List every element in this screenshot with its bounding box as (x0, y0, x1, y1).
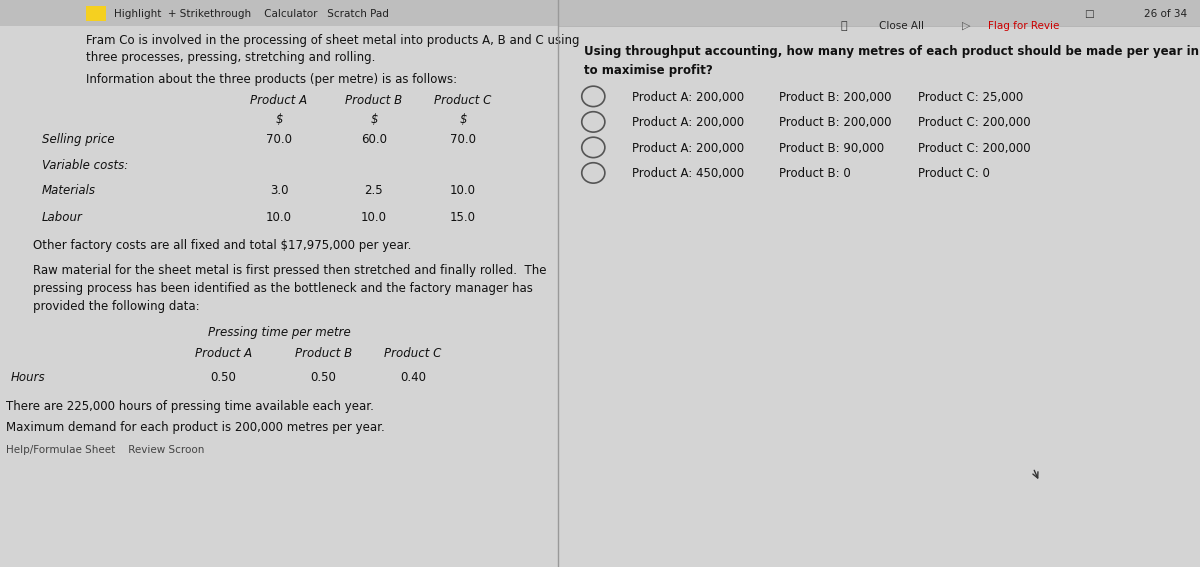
Text: Product C: Product C (384, 347, 442, 360)
Text: Hours: Hours (11, 371, 46, 384)
Text: Product C: 0: Product C: 0 (918, 167, 989, 180)
Text: 70.0: 70.0 (450, 133, 476, 146)
Text: Product C: 200,000: Product C: 200,000 (918, 116, 1030, 129)
Text: Information about the three products (per metre) is as follows:: Information about the three products (pe… (86, 73, 457, 86)
Text: Flag for Revie: Flag for Revie (988, 21, 1060, 31)
Text: pressing process has been identified as the bottleneck and the factory manager h: pressing process has been identified as … (34, 282, 533, 295)
Text: Fram Co is involved in the processing of sheet metal into products A, B and C us: Fram Co is involved in the processing of… (86, 34, 580, 47)
Text: Product C: 200,000: Product C: 200,000 (918, 142, 1030, 155)
Text: Product A: Product A (194, 347, 252, 360)
Text: 0.50: 0.50 (210, 371, 236, 384)
Text: Product B: Product B (295, 347, 353, 360)
Text: Ⓡ: Ⓡ (840, 21, 847, 31)
Bar (558, 0, 1200, 26)
Text: 0.50: 0.50 (311, 371, 336, 384)
Text: 3.0: 3.0 (270, 184, 288, 197)
Text: ▷: ▷ (962, 21, 971, 31)
Bar (86, 6, 106, 21)
Text: Other factory costs are all fixed and total $17,975,000 per year.: Other factory costs are all fixed and to… (34, 239, 412, 252)
Text: 10.0: 10.0 (266, 211, 292, 224)
Text: Product C: 25,000: Product C: 25,000 (918, 91, 1022, 104)
Text: Close All: Close All (878, 21, 924, 31)
Text: Selling price: Selling price (42, 133, 114, 146)
Text: Materials: Materials (42, 184, 96, 197)
Text: Maximum demand for each product is 200,000 metres per year.: Maximum demand for each product is 200,0… (6, 421, 384, 434)
Text: 26 of 34: 26 of 34 (1144, 9, 1187, 19)
Text: Product B: 200,000: Product B: 200,000 (780, 116, 892, 129)
Text: $: $ (275, 113, 283, 126)
Text: Using throughput accounting, how many metres of each product should be made per : Using throughput accounting, how many me… (583, 45, 1200, 58)
Text: 0.40: 0.40 (400, 371, 426, 384)
Text: three processes, pressing, stretching and rolling.: three processes, pressing, stretching an… (86, 51, 376, 64)
Text: 15.0: 15.0 (450, 211, 476, 224)
Text: Product B: Product B (346, 94, 402, 107)
Text: Product A: 450,000: Product A: 450,000 (632, 167, 744, 180)
Text: $: $ (370, 113, 378, 126)
Text: Product B: 0: Product B: 0 (780, 167, 851, 180)
Text: Help/Formulae Sheet    Review Scroon: Help/Formulae Sheet Review Scroon (6, 445, 204, 455)
Text: Product A: 200,000: Product A: 200,000 (632, 142, 744, 155)
Text: Variable costs:: Variable costs: (42, 159, 128, 172)
Text: 2.5: 2.5 (365, 184, 383, 197)
Text: Product B: 90,000: Product B: 90,000 (780, 142, 884, 155)
Text: Highlight  + Strikethrough    Calculator   Scratch Pad: Highlight + Strikethrough Calculator Scr… (114, 9, 389, 19)
Text: Product B: 200,000: Product B: 200,000 (780, 91, 892, 104)
Text: Product A: 200,000: Product A: 200,000 (632, 116, 744, 129)
Text: 10.0: 10.0 (450, 184, 476, 197)
Text: Raw material for the sheet metal is first pressed then stretched and finally rol: Raw material for the sheet metal is firs… (34, 264, 547, 277)
Text: Product A: 200,000: Product A: 200,000 (632, 91, 744, 104)
Text: □: □ (1085, 9, 1094, 19)
Bar (0, 0, 558, 26)
Text: 60.0: 60.0 (361, 133, 386, 146)
Text: There are 225,000 hours of pressing time available each year.: There are 225,000 hours of pressing time… (6, 400, 373, 413)
Text: Labour: Labour (42, 211, 83, 224)
Text: Pressing time per metre: Pressing time per metre (208, 326, 350, 339)
Text: to maximise profit?: to maximise profit? (583, 64, 713, 77)
Text: 10.0: 10.0 (361, 211, 386, 224)
Text: provided the following data:: provided the following data: (34, 300, 200, 313)
Text: $: $ (460, 113, 467, 126)
Text: 70.0: 70.0 (266, 133, 292, 146)
Text: Product A: Product A (251, 94, 307, 107)
Text: Product C: Product C (434, 94, 492, 107)
